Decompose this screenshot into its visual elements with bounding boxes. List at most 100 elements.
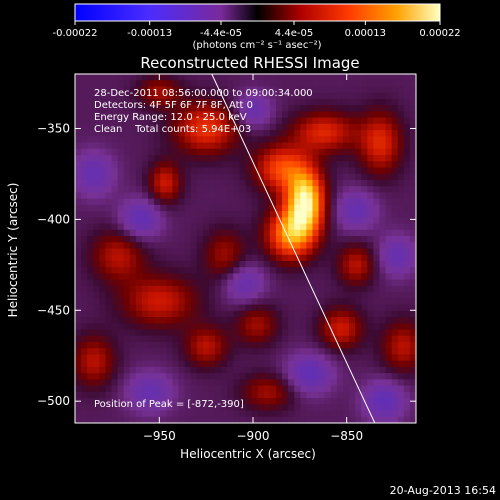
heatmap-cell [312,379,320,387]
heatmap-cell [367,267,374,275]
heatmap-cell [105,317,113,324]
heatmap-cell [75,348,82,356]
heatmap-cell [306,379,314,387]
heatmap-cell [154,323,161,331]
heatmap-cell [105,179,113,187]
y-tick-label: −450 [37,303,70,317]
heatmap-cell [172,161,180,169]
heatmap-cell [178,86,186,94]
heatmap-cell [208,366,216,374]
heatmap-cell [233,98,241,106]
heatmap-cell [202,373,210,380]
heatmap-cell [330,248,338,256]
heatmap-cell [166,298,174,306]
heatmap-cell [361,167,368,175]
heatmap-cell [190,111,198,119]
heatmap-cell [75,354,82,362]
heatmap-cell [288,279,295,287]
heatmap-cell [111,273,119,281]
heatmap-cell [141,341,149,349]
heatmap-cell [263,136,271,144]
heatmap-cell [166,348,174,356]
heatmap-cell [117,136,125,144]
heatmap-cell [208,385,216,393]
heatmap-cell [87,242,94,250]
heatmap-cell [154,80,161,88]
heatmap-cell [233,391,241,399]
heatmap-cell [172,74,180,81]
heatmap-cell [148,310,155,318]
heatmap-cell [178,204,186,212]
heatmap-cell [166,366,174,374]
heatmap-cell [166,410,174,418]
heatmap-cell [385,366,393,374]
heatmap-cell [239,173,247,181]
heatmap-cell [141,136,149,144]
heatmap-cell [227,292,234,299]
heatmap-cell [215,105,222,112]
heatmap-cell [324,80,332,88]
heatmap-cell [318,354,326,362]
heatmap-cell [355,179,362,187]
heatmap-cell [257,229,265,237]
heatmap-cell [361,285,368,293]
heatmap-cell [208,229,216,237]
heatmap-cell [239,254,247,262]
heatmap-cell [336,186,344,194]
heatmap-cell [349,292,356,299]
heatmap-cell [379,217,387,225]
heatmap-cell [373,348,381,356]
heatmap-cell [215,323,222,331]
heatmap-cell [135,379,143,387]
heatmap-cell [227,217,234,225]
heatmap-cell [349,385,356,393]
heatmap-cell [221,360,228,368]
heatmap-cell [306,391,314,399]
heatmap-cell [324,142,332,150]
heatmap-cell [367,260,374,268]
heatmap-cell [99,105,107,112]
heatmap-cell [87,192,94,200]
heatmap-cell [373,366,381,374]
colorbar-tick-label: 0.00022 [419,28,460,39]
heatmap-cell [129,329,137,337]
heatmap-cell [105,192,113,200]
heatmap-cell [349,142,356,150]
heatmap-cell [367,136,374,144]
heatmap-cell [81,391,88,399]
heatmap-cell [117,323,125,331]
heatmap-cell [306,341,314,349]
heatmap-cell [166,211,174,218]
heatmap-cell [141,317,149,324]
heatmap-cell [233,86,241,94]
heatmap-cell [275,92,283,100]
heatmap-cell [148,117,155,125]
heatmap-cell [166,404,174,412]
heatmap-cell [99,254,107,262]
heatmap-cell [367,148,374,156]
heatmap-cell [135,341,143,349]
heatmap-cell [129,298,137,306]
heatmap-cell [190,298,198,306]
heatmap-cell [221,348,228,356]
heatmap-cell [111,248,119,256]
heatmap-cell [312,348,320,356]
heatmap-cell [93,192,100,200]
heatmap-cell [312,279,320,287]
heatmap-cell [245,292,253,299]
heatmap-cell [190,254,198,262]
heatmap-cell [403,329,411,337]
heatmap-cell [306,142,314,150]
heatmap-cell [166,142,174,150]
heatmap-cell [385,217,393,225]
heatmap-cell [300,223,307,231]
heatmap-cell [385,267,393,275]
heatmap-cell [111,192,119,200]
heatmap-cell [148,217,155,225]
heatmap-cell [196,105,204,112]
heatmap-cell [154,198,161,206]
heatmap-cell [93,292,100,299]
heatmap-cell [263,404,271,412]
heatmap-cell [87,155,94,162]
heatmap-cell [123,341,131,349]
